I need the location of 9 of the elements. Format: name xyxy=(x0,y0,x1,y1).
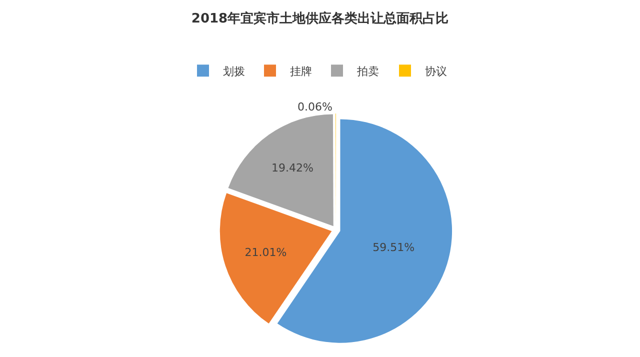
legend-label: 划拨 xyxy=(223,64,245,78)
chart-title: 2018年宜宾市土地供应各类出让总面积占比 xyxy=(191,10,449,26)
data-label: 59.51% xyxy=(372,240,415,254)
legend-label: 拍卖 xyxy=(356,64,379,78)
legend-label: 挂牌 xyxy=(290,64,312,78)
data-label: 19.42% xyxy=(271,161,314,174)
legend-label: 协议 xyxy=(425,64,447,78)
data-label: 0.06% xyxy=(298,100,332,114)
data-label: 21.01% xyxy=(244,246,287,259)
